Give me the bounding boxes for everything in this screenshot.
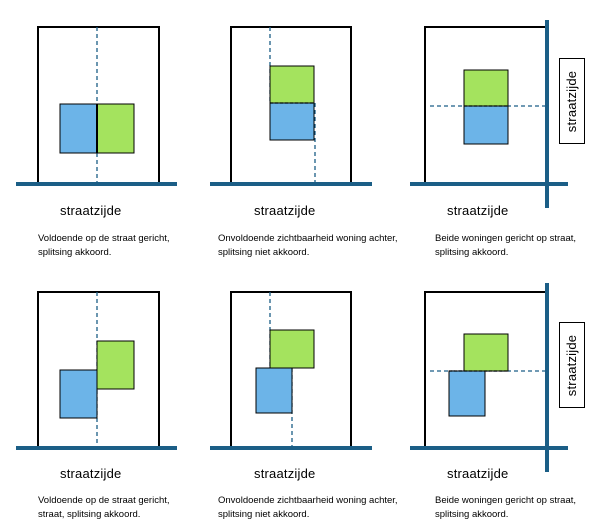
panel-6-side-street-label: straatzijde <box>559 322 585 408</box>
panel-4-caption: Voldoende op de straat gericht, straat, … <box>38 495 170 520</box>
panel-3-caption: Beide woningen gericht op straat, splits… <box>435 233 577 258</box>
panel-6-drawing <box>410 283 568 472</box>
back-house <box>463 69 509 107</box>
panel-2-caption: Onvoldoende zichtbaarheid woning achter,… <box>218 233 398 258</box>
panel-4-drawing <box>16 291 177 450</box>
panel-2-drawing <box>210 26 372 186</box>
panel-3-drawing <box>410 20 568 208</box>
back-house <box>463 333 509 372</box>
panel-5-street-label: straatzijde <box>254 466 316 481</box>
panel-1-caption: Voldoende op de straat gericht, splitsin… <box>38 233 170 258</box>
panel-5-drawing <box>210 291 372 450</box>
front-house <box>59 369 98 419</box>
back-house <box>269 65 315 104</box>
front-house <box>448 370 486 417</box>
panel-1-drawing <box>16 26 177 186</box>
panel-6-caption: Beide woningen gericht op straat, splits… <box>435 495 577 520</box>
panel-5-caption: Onvoldoende zichtbaarheid woning achter,… <box>218 495 398 520</box>
back-house <box>269 329 315 369</box>
panel-6-side-street-text: straatzijde <box>564 334 580 396</box>
panel-3-side-street-label: straatzijde <box>559 58 585 144</box>
panel-6-street-label: straatzijde <box>447 466 509 481</box>
panel-1-street-label: straatzijde <box>60 203 122 218</box>
back-house <box>96 103 135 154</box>
front-house <box>463 105 509 145</box>
panel-3-side-street-text: straatzijde <box>564 70 580 132</box>
panel-2-street-label: straatzijde <box>254 203 316 218</box>
panel-4-street-label: straatzijde <box>60 466 122 481</box>
front-house <box>59 103 98 154</box>
front-house <box>255 367 293 414</box>
front-house <box>269 102 315 141</box>
panel-3-street-label: straatzijde <box>447 203 509 218</box>
back-house <box>96 340 135 390</box>
